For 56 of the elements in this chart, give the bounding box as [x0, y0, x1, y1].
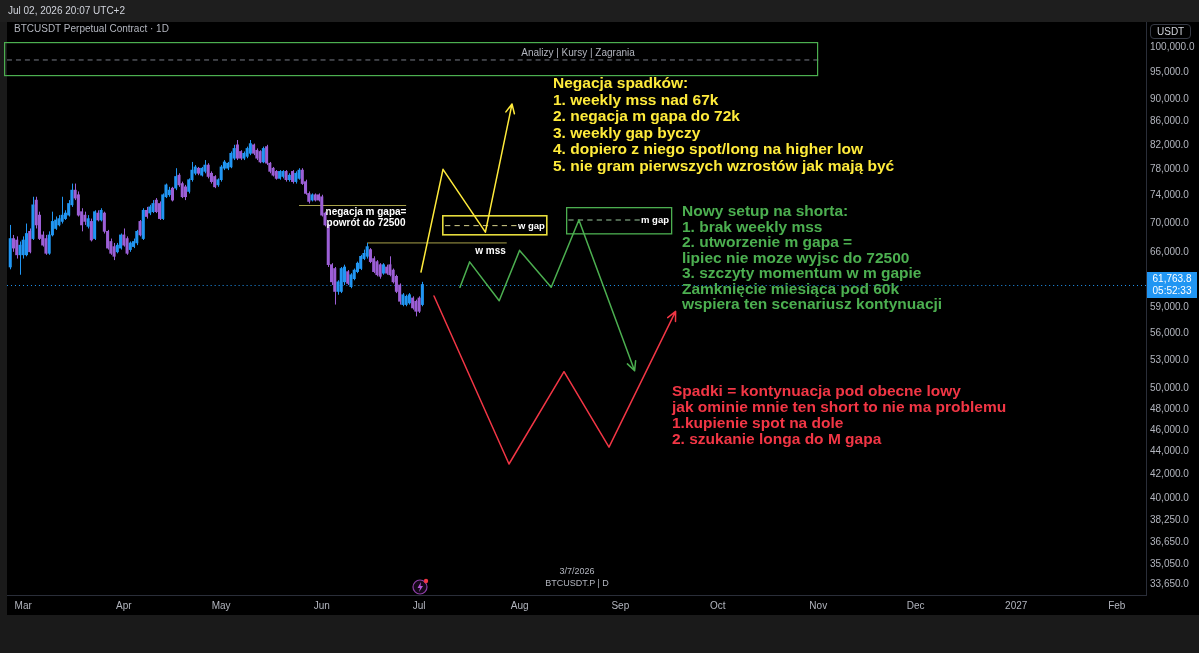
annotation: w gap: [518, 219, 545, 231]
annotation: w mss: [475, 244, 506, 256]
annotation: 3/7/2026: [559, 566, 595, 576]
candlestick: [28, 227, 32, 254]
y-tick-label: 38,250.0: [1150, 514, 1190, 526]
y-tick-label: 95,000.0: [1150, 66, 1190, 78]
annotation: Negacja spadków: 1. weekly mss nad 67k 2. negacja m gapa do 72k 3. weekly gap byczy 4. dopiero z niego spot/long na higher low 5. nie gram pierwszych wzrostów jak mają być: [553, 74, 895, 175]
y-tick-label: 42,000.0: [1150, 468, 1190, 480]
x-tick-label: Sep: [611, 599, 630, 611]
x-tick-label: Mar: [14, 599, 33, 611]
x-tick-label: Jun: [313, 599, 330, 611]
x-tick-label: May: [211, 599, 231, 611]
y-tick-label: 33,650.0: [1150, 577, 1190, 589]
x-tick-label: Jul: [412, 599, 426, 611]
y-tick-label: 36,650.0: [1150, 535, 1190, 547]
candlestick: [420, 281, 424, 307]
y-tick-label: 44,000.0: [1150, 445, 1190, 457]
annotation: Spadki = kontynuacja pod obecne lowy jak ominie mnie ten short to nie ma problemu 1.kupienie spot na dole 2. szukanie longa do M gapa: [672, 382, 1007, 447]
annotation: m gap: [641, 214, 669, 225]
text: 05:52:33: [1151, 284, 1193, 297]
y-tick-label: 90,000.0: [1150, 92, 1190, 104]
y-tick-label: 53,000.0: [1150, 353, 1190, 365]
x-tick-label: Aug: [510, 599, 529, 611]
y-tick-label: 86,000.0: [1150, 115, 1190, 127]
y-axis-title: USDT: [1150, 24, 1192, 39]
x-tick-label: Dec: [906, 599, 925, 611]
y-tick-label: 78,000.0: [1150, 163, 1190, 175]
x-tick-label: Apr: [116, 599, 133, 611]
candlestick: [157, 200, 162, 221]
candlestick: [89, 218, 93, 242]
x-tick-label: Oct: [709, 599, 726, 611]
annotation: Nowy setup na shorta: 1. brak weekly mss 2. utworzenie m gapa = lipiec nie moze wyjsc do 72500 3. szczyty momentum w m gapie Zamknięcie miesiąca pod 60k wspiera ten scenariusz kontynuacji: [682, 202, 943, 312]
y-tick-label: 46,000.0: [1150, 423, 1190, 435]
annotation: BTCUSDT.P | D: [545, 578, 609, 588]
y-tick-label: 56,000.0: [1150, 326, 1190, 338]
candlestick: [18, 240, 22, 276]
y-tick-label: 50,000.0: [1150, 382, 1190, 394]
x-tick-label: 2027: [1005, 599, 1028, 611]
y-tick-label: 40,000.0: [1150, 492, 1190, 504]
y-tick-label: 100,000.0: [1150, 40, 1195, 52]
annotation: Analizy | Kursy | Zagrania: [521, 47, 635, 58]
chart-title: BTCUSDT Perpetual Contract · 1D: [14, 23, 169, 34]
annotation: negacja m gapa= powrót do 72500: [325, 206, 407, 228]
x-tick-label: Feb: [1108, 599, 1126, 611]
text: Jul 02, 2026 20:07 UTC+2: [8, 5, 126, 16]
y-tick-label: 74,000.0: [1150, 189, 1190, 201]
candlestick: [44, 234, 48, 256]
y-tick-label: 82,000.0: [1150, 138, 1190, 150]
y-tick-label: 35,050.0: [1150, 557, 1190, 569]
y-tick-label: 48,000.0: [1150, 402, 1190, 414]
y-tick-label: 66,000.0: [1150, 245, 1190, 257]
ref-line-label: 61,763.8: [1151, 272, 1193, 285]
candlestick: [24, 223, 28, 257]
x-tick-label: Nov: [809, 599, 828, 611]
y-tick-label: 59,000.0: [1150, 300, 1190, 312]
y-tick-label: 70,000.0: [1150, 216, 1190, 228]
